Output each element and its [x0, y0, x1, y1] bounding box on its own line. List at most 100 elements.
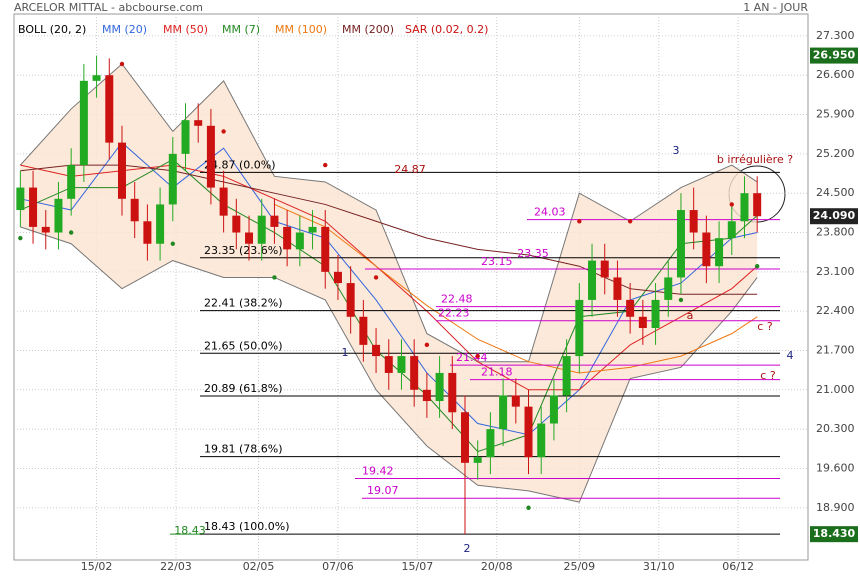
level-label: 22.48 — [441, 293, 473, 306]
candle-body — [321, 226, 330, 272]
sar-dot — [577, 219, 582, 224]
candle-body — [588, 260, 597, 300]
y-tick-label: 26.600 — [816, 68, 855, 81]
sar-dot — [475, 353, 480, 359]
x-tick-label: 22/03 — [160, 560, 192, 573]
candle-body — [689, 210, 698, 233]
candle-body — [549, 395, 558, 424]
annotation: a — [687, 309, 694, 322]
x-tick-label: 06/12 — [722, 560, 754, 573]
sar-dot — [424, 342, 430, 348]
y-tick-label: 19.600 — [816, 461, 855, 474]
sar-dot — [119, 61, 125, 67]
candle-body — [245, 232, 254, 244]
sar-dot — [170, 241, 175, 246]
y-tick-label: 18.900 — [816, 501, 855, 514]
candle-body — [626, 299, 635, 317]
price-tag-label: 18.430 — [813, 527, 856, 540]
price-tag — [810, 526, 858, 543]
candle-body — [511, 395, 520, 407]
fib-label: 19.81 (78.6%) — [204, 443, 283, 456]
candle-body — [41, 226, 50, 233]
legend-entry: BOLL (20, 2) — [18, 23, 86, 36]
y-tick-label: 22.400 — [816, 304, 855, 317]
annotation: 1 — [342, 346, 349, 359]
candle-body — [753, 193, 762, 217]
candle-body — [54, 198, 63, 233]
price-tag-label: 26.950 — [813, 49, 856, 62]
annotation: 18.43 — [174, 524, 206, 537]
moving-average — [274, 203, 758, 374]
x-tick-label: 07/06 — [322, 560, 354, 573]
x-tick-label: 15/02 — [81, 560, 113, 573]
candle-body — [740, 193, 749, 222]
sar-dot — [68, 230, 74, 235]
legend-entry: MM (7) — [222, 23, 260, 36]
y-tick-label: 23.800 — [816, 226, 855, 239]
x-tick-label: 15/07 — [402, 560, 434, 573]
price-tag — [810, 208, 858, 225]
level-label: 19.07 — [367, 484, 399, 497]
candle-body — [79, 80, 88, 166]
candle-body — [460, 412, 469, 463]
annotation: 24.87 — [394, 163, 426, 176]
fib-label: 20.89 (61.8%) — [204, 382, 283, 395]
annotation: 4 — [787, 349, 794, 362]
candle-body — [308, 226, 317, 233]
candle-body — [384, 356, 393, 373]
candle-body — [270, 215, 279, 227]
fib-label: 24.87 (0.0%) — [204, 158, 276, 171]
candle-body — [295, 232, 304, 250]
candle-body — [232, 215, 241, 233]
level-label: 19.42 — [362, 465, 394, 478]
y-tick-label: 21.700 — [816, 343, 855, 356]
fib-label: 23.35 (23.6%) — [204, 244, 283, 257]
fib-label: 22.41 (38.2%) — [204, 297, 283, 310]
candle-body — [194, 120, 203, 126]
x-tick-label: 02/05 — [243, 560, 275, 573]
sar-dot — [627, 219, 633, 224]
candle-body — [143, 221, 152, 244]
candle-body — [257, 215, 266, 244]
candle-body — [156, 204, 165, 244]
candle-body — [575, 299, 584, 357]
candle-body — [206, 125, 215, 188]
candle-body — [181, 120, 190, 154]
candle-body — [562, 356, 571, 396]
candle-body — [435, 372, 444, 402]
candle-body — [283, 226, 292, 250]
candle-body — [676, 210, 685, 278]
candle-body — [638, 316, 647, 329]
candle-body — [422, 389, 431, 402]
y-tick-label: 24.500 — [816, 186, 855, 199]
y-tick-label: 25.900 — [816, 108, 855, 121]
candle-body — [92, 75, 101, 81]
price-tag — [810, 47, 858, 64]
candle-body — [16, 187, 25, 211]
candle-body — [613, 277, 622, 300]
fib-label: 18.43 (100.0%) — [204, 520, 290, 533]
sar-dot — [272, 275, 277, 280]
candle-body — [448, 372, 457, 413]
sar-dot — [526, 505, 531, 510]
sar-dot — [729, 202, 734, 207]
candle-body — [473, 457, 482, 463]
candle-body — [130, 198, 139, 222]
candle-body — [486, 429, 495, 458]
candle-body — [219, 187, 228, 216]
annotation: 2 — [464, 542, 471, 555]
sar-dot — [221, 129, 226, 134]
sar-dot — [754, 264, 760, 269]
sar-dot — [323, 162, 328, 168]
candle-body — [397, 356, 406, 373]
candle-body — [727, 221, 736, 239]
candle-body — [359, 316, 368, 345]
candle-body — [346, 283, 355, 317]
legend-entry: SAR (0.02, 0.2) — [405, 23, 488, 36]
legend-entry: MM (20) — [102, 23, 147, 36]
candle-body — [702, 232, 711, 267]
y-tick-label: 27.300 — [816, 29, 855, 42]
sar-dot — [373, 275, 379, 280]
